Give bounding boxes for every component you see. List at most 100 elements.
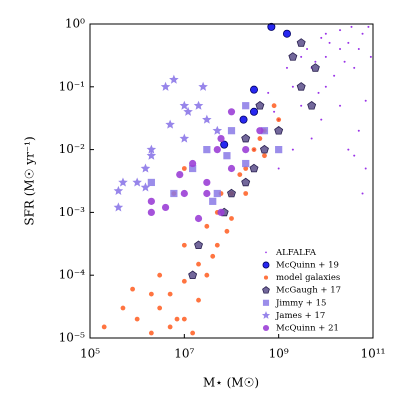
point [274, 126, 284, 135]
y-tick-label: 10⁻⁵ [59, 331, 86, 345]
point [267, 91, 270, 94]
point [210, 253, 216, 259]
point [213, 146, 221, 154]
point [130, 286, 135, 292]
point [180, 189, 188, 198]
point [271, 103, 277, 109]
point [306, 47, 309, 50]
y-tick-label: 10⁻¹ [59, 79, 85, 93]
point [179, 133, 190, 143]
point [134, 316, 140, 322]
point [307, 101, 317, 110]
point [203, 178, 211, 187]
point [257, 136, 263, 141]
point [364, 167, 367, 170]
point [262, 153, 267, 159]
point [204, 223, 210, 229]
point [181, 278, 187, 284]
point [285, 66, 288, 69]
point [364, 99, 367, 102]
point [339, 104, 342, 107]
point [310, 137, 313, 140]
point [196, 261, 201, 267]
point [241, 133, 251, 143]
point [296, 82, 306, 91]
marks [101, 22, 372, 336]
point [147, 197, 155, 205]
point [188, 270, 198, 279]
y-tick-label: 10⁰ [65, 17, 85, 31]
point [361, 32, 364, 35]
x-tick-label: 10⁹ [269, 347, 289, 361]
point [300, 55, 303, 58]
point [169, 74, 179, 84]
point [181, 166, 187, 171]
point [273, 110, 276, 113]
point [259, 144, 269, 154]
point [189, 164, 197, 173]
point [361, 192, 364, 195]
point [250, 85, 259, 94]
point [255, 101, 265, 110]
point [224, 228, 230, 234]
point [227, 188, 236, 198]
point [300, 104, 303, 107]
point [181, 242, 187, 248]
point [250, 107, 259, 116]
point [227, 108, 236, 116]
point [146, 150, 157, 160]
legend-label: James + 17 [275, 311, 325, 321]
point [249, 163, 259, 173]
x-tick-label: 10¹¹ [361, 347, 386, 361]
point [157, 272, 163, 278]
point [320, 36, 323, 39]
point [296, 38, 306, 47]
point [241, 177, 251, 187]
point [242, 159, 250, 168]
legend-marker [265, 251, 267, 254]
point [179, 100, 190, 110]
point [282, 29, 291, 38]
legend-label: Jimmy + 15 [275, 298, 326, 308]
point [160, 81, 171, 91]
point [229, 216, 234, 221]
point [120, 305, 126, 311]
point [174, 316, 180, 322]
point [140, 163, 151, 173]
legend-label: McQuinn + 19 [276, 261, 339, 271]
point [148, 291, 154, 297]
point [339, 47, 342, 50]
point [242, 146, 250, 154]
point [147, 178, 155, 187]
point [347, 41, 350, 44]
point [291, 148, 294, 151]
point [190, 330, 196, 336]
point [183, 106, 193, 116]
point [214, 242, 220, 248]
point [267, 22, 276, 31]
point [220, 140, 229, 149]
point [227, 164, 236, 173]
point [118, 177, 128, 187]
point [113, 185, 124, 195]
point [260, 127, 269, 135]
point [167, 291, 173, 297]
point [193, 100, 204, 110]
legend-label: McQuinn + 21 [276, 324, 339, 334]
legend-label: ALFALFA [275, 248, 317, 258]
point [203, 146, 211, 154]
point [157, 305, 163, 311]
point [328, 41, 331, 44]
point [353, 154, 356, 157]
point [161, 203, 170, 212]
point [101, 324, 107, 330]
legend-marker [262, 324, 270, 332]
point [227, 127, 236, 135]
point [320, 118, 323, 121]
point [353, 66, 356, 69]
point [237, 172, 243, 177]
point [314, 60, 317, 63]
point [291, 85, 294, 88]
point [239, 115, 248, 124]
point [165, 119, 175, 129]
